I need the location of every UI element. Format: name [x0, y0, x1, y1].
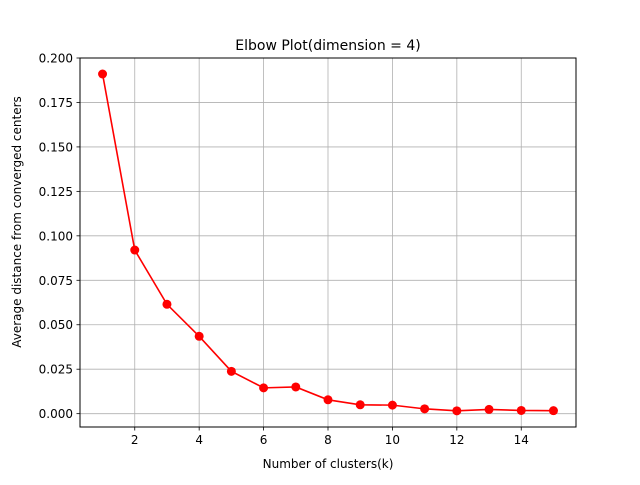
x-tick-label: 4 [195, 433, 203, 447]
y-axis-ticks: 0.000 0.025 0.050 0.075 0.100 0.125 0.150 0.175… [39, 52, 80, 421]
chart-title: Elbow Plot(dimension = 4) [235, 38, 420, 54]
data-point [387, 400, 397, 410]
data-point [420, 404, 430, 414]
data-point [130, 245, 140, 255]
x-tick-label: 12 [449, 433, 464, 447]
y-tick-label: 0.150 [39, 140, 73, 154]
data-point [194, 331, 204, 341]
grid [80, 57, 576, 427]
data-point [516, 405, 526, 415]
x-tick-label: 10 [385, 433, 400, 447]
series [98, 69, 558, 416]
y-axis-label: Average distance from converged centers [10, 96, 24, 348]
y-tick-label: 0.100 [39, 229, 73, 243]
y-tick-label: 0.125 [39, 185, 73, 199]
data-point [355, 400, 365, 410]
y-tick-label: 0.050 [39, 318, 73, 332]
x-tick-label: 2 [131, 433, 139, 447]
y-tick-label: 0.175 [39, 96, 73, 110]
data-point [259, 383, 269, 393]
x-tick-label: 6 [260, 433, 268, 447]
data-point [548, 406, 558, 416]
y-tick-label: 0.200 [39, 52, 73, 66]
x-tick-label: 8 [324, 433, 332, 447]
y-tick-label: 0.025 [39, 363, 73, 377]
x-axis-ticks: 2 4 6 8 10 12 14 [131, 427, 529, 447]
data-point [98, 69, 108, 79]
data-point [323, 395, 333, 405]
data-point [162, 299, 172, 309]
data-point [452, 406, 462, 416]
y-tick-label: 0.000 [39, 407, 73, 421]
x-axis-label: Number of clusters(k) [263, 457, 394, 471]
y-tick-label: 0.075 [39, 274, 73, 288]
data-point [226, 366, 236, 376]
x-tick-label: 14 [514, 433, 529, 447]
data-point [291, 382, 301, 392]
data-point [484, 404, 494, 414]
